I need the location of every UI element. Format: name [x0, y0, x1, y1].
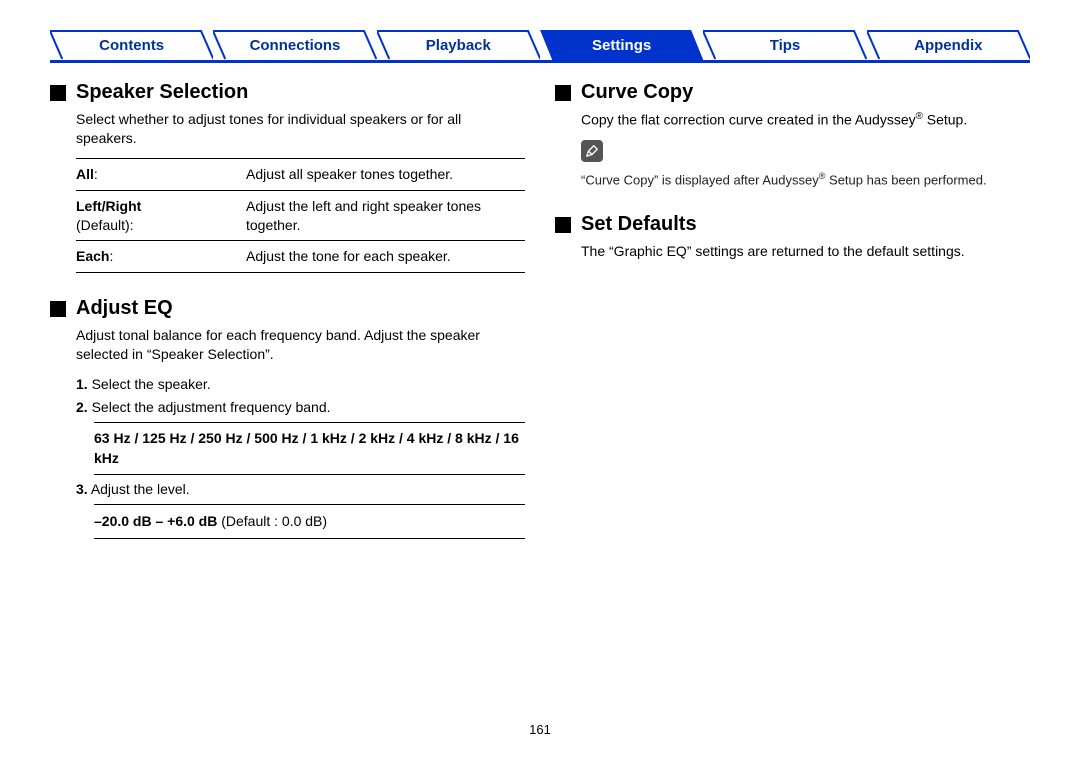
tab-label: Appendix	[914, 37, 982, 54]
heading-set-defaults: Set Defaults	[555, 213, 1030, 236]
tab-label: Tips	[770, 37, 801, 54]
heading-curve-copy: Curve Copy	[555, 81, 1030, 104]
pencil-icon	[581, 140, 603, 162]
heading-text: Adjust EQ	[76, 297, 173, 320]
frequency-list: 63 Hz / 125 Hz / 250 Hz / 500 Hz / 1 kHz…	[94, 422, 525, 475]
tab-label: Playback	[426, 37, 491, 54]
option-value: Adjust the left and right speaker tones …	[246, 197, 525, 235]
speaker-option-table: All: Adjust all speaker tones together. …	[76, 158, 525, 274]
section-curve-copy: Curve Copy Copy the flat correction curv…	[555, 81, 1030, 189]
bullet-square-icon	[555, 217, 571, 233]
option-label: Each:	[76, 247, 246, 266]
desc-curve-copy: Copy the flat correction curve created i…	[581, 110, 1030, 130]
table-row: Left/Right (Default): Adjust the left an…	[76, 191, 525, 242]
option-label: Left/Right (Default):	[76, 197, 246, 235]
heading-text: Curve Copy	[581, 81, 693, 104]
table-row: All: Adjust all speaker tones together.	[76, 159, 525, 191]
bullet-square-icon	[555, 85, 571, 101]
section-speaker-selection: Speaker Selection Select whether to adju…	[50, 81, 525, 273]
tab-appendix[interactable]: Appendix	[867, 30, 1030, 60]
section-adjust-eq: Adjust EQ Adjust tonal balance for each …	[50, 297, 525, 539]
page-number: 161	[0, 722, 1080, 737]
tab-label: Settings	[592, 37, 651, 54]
bullet-square-icon	[50, 85, 66, 101]
heading-text: Set Defaults	[581, 213, 697, 236]
desc-set-defaults: The “Graphic EQ” settings are returned t…	[581, 242, 1030, 261]
tab-playback[interactable]: Playback	[377, 30, 540, 60]
bullet-square-icon	[50, 301, 66, 317]
tab-label: Connections	[250, 37, 341, 54]
left-column: Speaker Selection Select whether to adju…	[50, 81, 525, 563]
tab-tips[interactable]: Tips	[703, 30, 866, 60]
tab-contents[interactable]: Contents	[50, 30, 213, 60]
heading-adjust-eq: Adjust EQ	[50, 297, 525, 320]
nav-bar: Contents Connections Playback Settings T…	[0, 0, 1080, 60]
desc-speaker-selection: Select whether to adjust tones for indiv…	[76, 110, 525, 148]
tab-label: Contents	[99, 37, 164, 54]
section-set-defaults: Set Defaults The “Graphic EQ” settings a…	[555, 213, 1030, 261]
heading-text: Speaker Selection	[76, 81, 248, 104]
tab-settings[interactable]: Settings	[540, 30, 703, 60]
desc-adjust-eq: Adjust tonal balance for each frequency …	[76, 326, 525, 364]
note-block: “Curve Copy” is displayed after Audyssey…	[581, 140, 1030, 190]
adjust-eq-steps: 1. Select the speaker. 2. Select the adj…	[76, 374, 525, 539]
level-range: –20.0 dB – +6.0 dB (Default : 0.0 dB)	[94, 504, 525, 539]
heading-speaker-selection: Speaker Selection	[50, 81, 525, 104]
table-row: Each: Adjust the tone for each speaker.	[76, 241, 525, 273]
note-text: “Curve Copy” is displayed after Audyssey…	[581, 170, 1030, 190]
option-value: Adjust all speaker tones together.	[246, 165, 525, 184]
step-2: 2. Select the adjustment frequency band.	[76, 397, 525, 418]
option-value: Adjust the tone for each speaker.	[246, 247, 525, 266]
right-column: Curve Copy Copy the flat correction curv…	[555, 81, 1030, 563]
nav-underline	[50, 60, 1030, 63]
option-label: All:	[76, 165, 246, 184]
page-content: Speaker Selection Select whether to adju…	[0, 81, 1080, 563]
step-3: 3. Adjust the level.	[76, 479, 525, 500]
step-1: 1. Select the speaker.	[76, 374, 525, 395]
tab-connections[interactable]: Connections	[213, 30, 376, 60]
